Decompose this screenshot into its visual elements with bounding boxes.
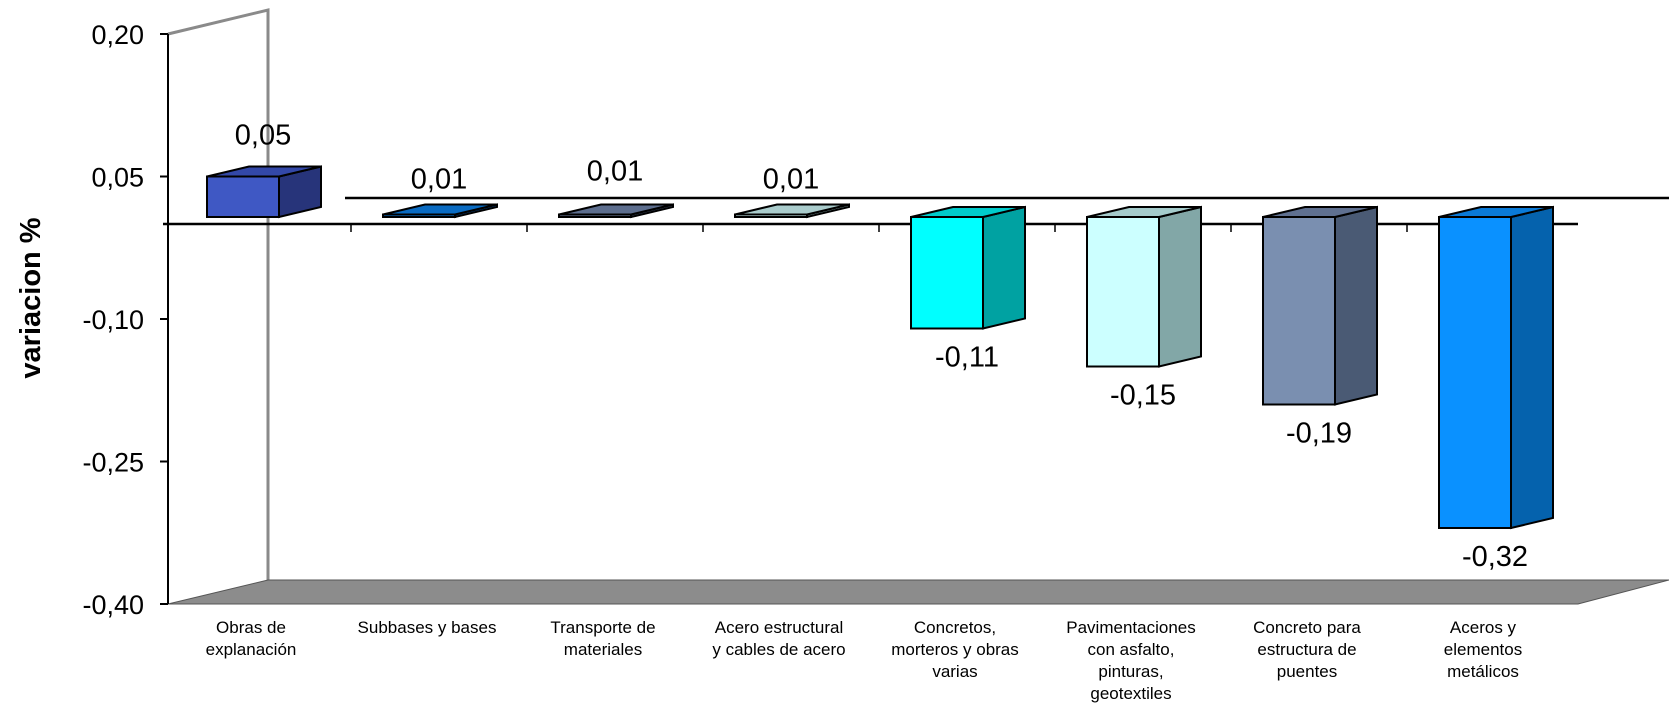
y-tick-label: -0,40: [82, 590, 144, 620]
category-label-line: y cables de acero: [712, 640, 845, 659]
category-label-line: materiales: [564, 640, 642, 659]
category-label-line: Pavimentaciones: [1066, 618, 1195, 637]
category-label-line: metálicos: [1447, 662, 1519, 681]
category-label-line: puentes: [1277, 662, 1338, 681]
bar-front: [558, 213, 632, 218]
y-tick-label: -0,25: [82, 448, 144, 478]
bar-front: [1262, 216, 1336, 406]
y-tick-label: 0,20: [91, 20, 144, 50]
category-label-line: Acero estructural: [715, 618, 844, 637]
category-label-line: con asfalto,: [1088, 640, 1175, 659]
bar-top: [734, 203, 850, 216]
bar: [1086, 205, 1202, 368]
bar-top: [558, 203, 674, 216]
category-label-line: Concreto para: [1253, 618, 1361, 637]
y-tick-label: 0,05: [91, 163, 144, 193]
category-label-line: morteros y obras: [891, 640, 1019, 659]
bar-front: [382, 213, 456, 218]
category-label-line: Aceros y: [1450, 618, 1517, 637]
category-label-line: estructura de: [1257, 640, 1356, 659]
category-label-line: Transporte de: [550, 618, 655, 637]
category-label-line: Concretos,: [914, 618, 996, 637]
chart-floor: [167, 579, 1669, 605]
category-label-line: Subbases y bases: [358, 618, 497, 637]
bar-side: [1510, 205, 1554, 530]
data-label: 0,01: [763, 164, 819, 196]
category-label-line: geotextiles: [1090, 684, 1171, 703]
category-label: Pavimentaciones con asfalto, pinturas, geot…: [1066, 618, 1195, 703]
category-label-line: varias: [932, 662, 977, 681]
bar-front: [1438, 216, 1512, 529]
category-label: Concreto para estructura de puentes: [1253, 618, 1361, 681]
bar-side: [1334, 205, 1378, 406]
y-tick-label: -0,10: [82, 305, 144, 335]
data-label: 0,01: [587, 156, 643, 188]
category-label-line: pinturas,: [1098, 662, 1163, 681]
data-label: 0,05: [235, 120, 291, 152]
data-label: 0,01: [411, 164, 467, 196]
category-labels: Obras de explanación Subbases y bases Trans…: [206, 618, 1523, 703]
bar-front: [734, 213, 808, 218]
category-label: Acero estructural y cables de acero: [712, 618, 845, 659]
data-label: -0,32: [1462, 541, 1528, 573]
category-label-line: Obras de: [216, 618, 286, 637]
bar-front: [910, 216, 984, 330]
data-labels: 0,05 0,01 0,01 0,01 -0,11 -0,15 -0,19 -0,32: [235, 120, 1528, 574]
bar: [1438, 205, 1554, 530]
bar-front: [1086, 216, 1160, 368]
bar: [558, 203, 674, 219]
back-wall-edge: [167, 8, 270, 580]
bar: [910, 205, 1026, 330]
category-label-line: explanación: [206, 640, 297, 659]
y-axis-ticks: 0,20 0,05 -0,10 -0,25 -0,40: [82, 20, 168, 620]
bars: [206, 165, 1554, 530]
category-label: Transporte de materiales: [550, 618, 655, 659]
category-label: Concretos, morteros y obras varias: [891, 618, 1019, 681]
bar: [382, 203, 498, 219]
bar-side: [982, 205, 1026, 330]
category-label: Obras de explanación: [206, 618, 297, 659]
bar: [734, 203, 850, 219]
bar-side: [1158, 205, 1202, 368]
category-label: Aceros y elementos metálicos: [1444, 618, 1522, 681]
data-label: -0,11: [935, 342, 999, 374]
y-axis-title: variacion %: [15, 217, 47, 378]
category-label-line: elementos: [1444, 640, 1522, 659]
bar: [206, 165, 322, 219]
bar-front: [206, 175, 280, 218]
bar-top: [382, 203, 498, 216]
data-label: -0,19: [1286, 418, 1352, 450]
data-label: -0,15: [1110, 380, 1176, 412]
category-label: Subbases y bases: [358, 618, 497, 637]
bar: [1262, 205, 1378, 406]
